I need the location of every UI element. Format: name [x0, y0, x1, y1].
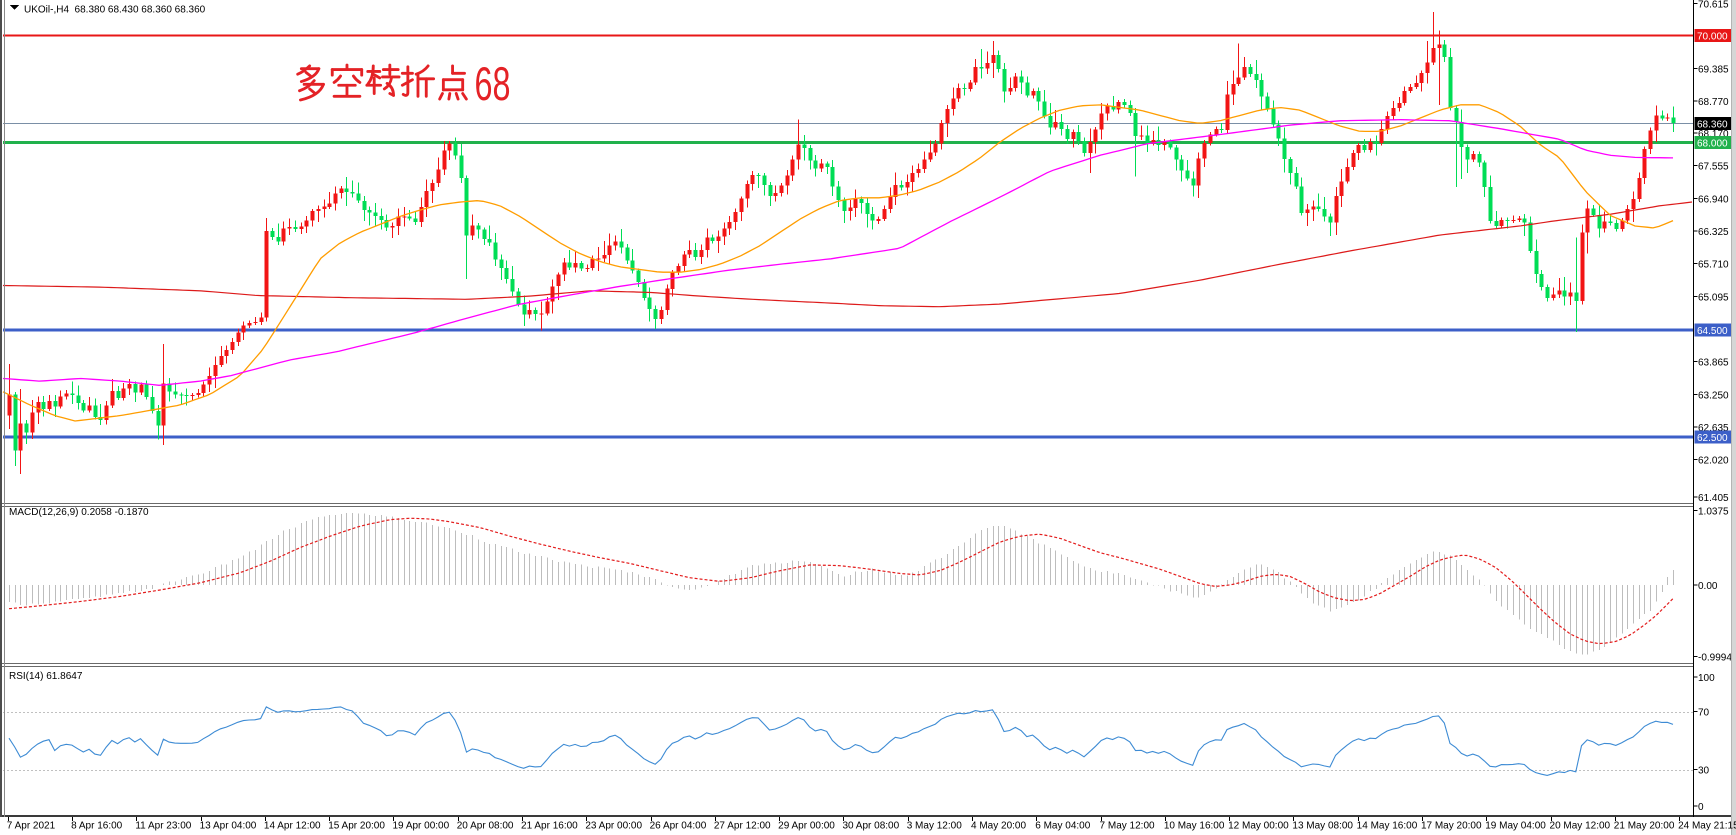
svg-text:24 May 21:15: 24 May 21:15 — [1678, 821, 1736, 832]
svg-text:63.250: 63.250 — [1698, 390, 1729, 401]
svg-text:29 Apr 00:00: 29 Apr 00:00 — [778, 821, 835, 832]
svg-text:61.405: 61.405 — [1698, 493, 1729, 504]
svg-text:65.095: 65.095 — [1698, 292, 1729, 303]
svg-text:66.325: 66.325 — [1698, 227, 1729, 238]
svg-text:62.635: 62.635 — [1698, 423, 1729, 434]
svg-text:6 May 04:00: 6 May 04:00 — [1035, 821, 1090, 832]
svg-text:-0.9994: -0.9994 — [1698, 652, 1732, 663]
svg-text:14 May 16:00: 14 May 16:00 — [1357, 821, 1418, 832]
svg-text:62.020: 62.020 — [1698, 456, 1729, 467]
svg-text:21 Apr 16:00: 21 Apr 16:00 — [521, 821, 578, 832]
svg-text:0: 0 — [1698, 802, 1704, 813]
svg-text:20 Apr 08:00: 20 Apr 08:00 — [457, 821, 514, 832]
svg-text:12 May 00:00: 12 May 00:00 — [1228, 821, 1289, 832]
svg-text:63.865: 63.865 — [1698, 358, 1729, 369]
svg-text:100: 100 — [1698, 673, 1715, 684]
svg-text:20 May 12:00: 20 May 12:00 — [1550, 821, 1611, 832]
svg-text:8 Apr 16:00: 8 Apr 16:00 — [71, 821, 123, 832]
svg-text:70: 70 — [1698, 708, 1710, 719]
svg-text:65.710: 65.710 — [1698, 260, 1729, 271]
svg-text:67.555: 67.555 — [1698, 162, 1729, 173]
svg-text:70.000: 70.000 — [1697, 32, 1728, 43]
svg-text:21 May 20:00: 21 May 20:00 — [1614, 821, 1675, 832]
svg-text:68.360: 68.360 — [1697, 120, 1728, 131]
svg-text:14 Apr 12:00: 14 Apr 12:00 — [264, 821, 321, 832]
svg-text:MACD(12,26,9) 0.2058 -0.1870: MACD(12,26,9) 0.2058 -0.1870 — [9, 507, 149, 518]
svg-text:68.770: 68.770 — [1698, 97, 1729, 108]
svg-text:68: 68 — [475, 57, 511, 110]
svg-text:70.615: 70.615 — [1698, 0, 1729, 11]
svg-text:19 May 04:00: 19 May 04:00 — [1485, 821, 1546, 832]
svg-text:10 May 16:00: 10 May 16:00 — [1164, 821, 1225, 832]
svg-text:30: 30 — [1698, 766, 1710, 777]
svg-text:26 Apr 04:00: 26 Apr 04:00 — [650, 821, 707, 832]
svg-text:7 Apr 2021: 7 Apr 2021 — [7, 821, 56, 832]
svg-text:7 May 12:00: 7 May 12:00 — [1100, 821, 1155, 832]
svg-text:17 May 20:00: 17 May 20:00 — [1421, 821, 1482, 832]
svg-text:4 May 20:00: 4 May 20:00 — [971, 821, 1026, 832]
svg-text:62.500: 62.500 — [1697, 433, 1728, 444]
svg-text:11 Apr 23:00: 11 Apr 23:00 — [135, 821, 191, 832]
svg-text:27 Apr 12:00: 27 Apr 12:00 — [714, 821, 771, 832]
svg-text:13 May 08:00: 13 May 08:00 — [1292, 821, 1353, 832]
svg-text:66.940: 66.940 — [1698, 194, 1729, 205]
svg-text:13 Apr 04:00: 13 Apr 04:00 — [200, 821, 257, 832]
svg-text:19 Apr 00:00: 19 Apr 00:00 — [392, 821, 449, 832]
svg-text:68.000: 68.000 — [1697, 139, 1728, 150]
svg-text:64.500: 64.500 — [1697, 326, 1728, 337]
svg-text:68.170: 68.170 — [1698, 129, 1729, 140]
svg-text:RSI(14) 61.8647: RSI(14) 61.8647 — [9, 671, 83, 682]
svg-text:15 Apr 20:00: 15 Apr 20:00 — [328, 821, 385, 832]
svg-text:69.385: 69.385 — [1698, 64, 1729, 75]
svg-text:23 Apr 00:00: 23 Apr 00:00 — [585, 821, 642, 832]
svg-text:3 May 12:00: 3 May 12:00 — [907, 821, 962, 832]
svg-text:UKOil-,H4 68.380 68.430 68.36: UKOil-,H4 68.380 68.430 68.360 68.360 — [24, 5, 206, 16]
svg-text:0.00: 0.00 — [1698, 581, 1718, 592]
svg-text:30 Apr 08:00: 30 Apr 08:00 — [842, 821, 899, 832]
svg-text:1.0375: 1.0375 — [1698, 507, 1729, 518]
